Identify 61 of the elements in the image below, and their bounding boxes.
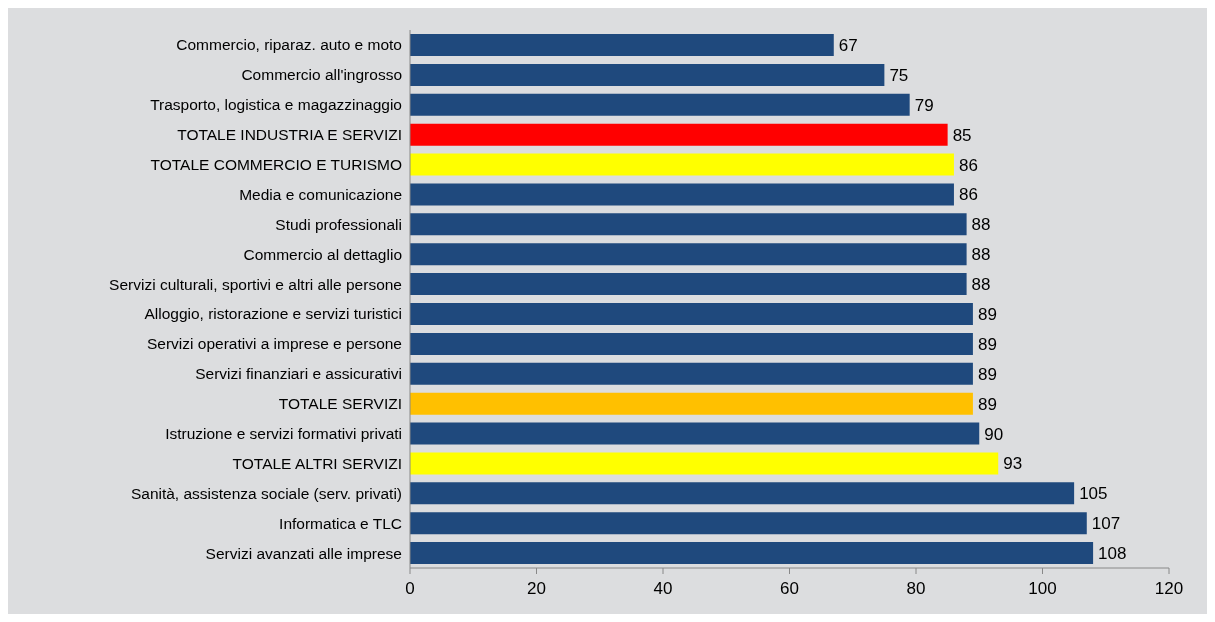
- data-label: 85: [952, 125, 972, 145]
- data-label: 67: [838, 36, 858, 56]
- bar: [410, 362, 973, 385]
- y-tick-label: Servizi operativi a imprese e persone: [146, 335, 402, 353]
- y-tick-label: Istruzione e servizi formativi privati: [165, 425, 402, 442]
- y-tick-label: Alloggio, ristorazione e servizi turistici: [144, 305, 402, 323]
- bar: [410, 303, 973, 325]
- data-label: 88: [971, 275, 991, 295]
- bar: [410, 213, 967, 236]
- bar: [410, 93, 910, 116]
- bar: [410, 542, 1094, 565]
- x-tick-label: 0: [405, 579, 415, 599]
- data-label: 89: [977, 364, 997, 384]
- bar: [410, 482, 1075, 505]
- data-label: 89: [977, 394, 997, 414]
- bar: [410, 273, 967, 296]
- y-tick-label: Commercio al dettaglio: [243, 245, 402, 263]
- y-tick-label: Commercio, riparaz. auto e moto: [176, 36, 402, 54]
- data-label: 90: [984, 424, 1004, 444]
- bar: [410, 452, 999, 475]
- y-tick-label: Sanità, assistenza sociale (serv. privati): [130, 484, 402, 502]
- y-tick-label: Servizi culturali, sportivi e altri alle persone: [109, 275, 402, 293]
- data-label: 89: [977, 305, 997, 325]
- x-tick-label: 60: [780, 579, 799, 599]
- y-tick-label: Servizi finanziari e assicurativi: [195, 365, 402, 383]
- data-label: 108: [1098, 544, 1127, 564]
- data-label: 105: [1079, 484, 1108, 504]
- y-tick-label: Servizi avanzati alle imprese: [205, 544, 402, 562]
- data-label: 79: [914, 95, 934, 115]
- bar: [410, 422, 980, 445]
- data-label: 89: [977, 334, 997, 354]
- y-tick-label: Studi professionali: [275, 215, 402, 233]
- data-label: 107: [1091, 514, 1121, 534]
- y-tick-label: TOTALE COMMERCIO E TURISMO: [150, 156, 402, 173]
- bar: [410, 183, 954, 206]
- x-tick-label: 20: [527, 579, 546, 599]
- x-tick-label: 80: [906, 579, 926, 599]
- data-label: 88: [971, 245, 991, 265]
- bar: [410, 34, 834, 56]
- y-tick-label: Trasporto, logistica e magazzinaggio: [150, 96, 402, 114]
- bar: [410, 332, 973, 355]
- y-tick-label: Media e comunicazione: [239, 185, 402, 203]
- data-label: 86: [958, 185, 978, 205]
- data-label: 86: [958, 155, 978, 175]
- bar: [410, 512, 1087, 535]
- bar: [410, 392, 973, 415]
- bar: [410, 123, 948, 146]
- data-label: 88: [971, 215, 991, 235]
- y-tick-label: TOTALE ALTRI SERVIZI: [232, 454, 402, 472]
- y-tick-label: TOTALE SERVIZI: [278, 395, 402, 413]
- bar: [410, 153, 954, 176]
- y-tick-label: TOTALE INDUSTRIA E SERVIZI: [177, 126, 402, 144]
- data-label: 75: [889, 65, 909, 85]
- x-tick-label: 120: [1154, 579, 1184, 599]
- bar: [410, 243, 967, 266]
- bar: [410, 63, 885, 86]
- data-label: 93: [1003, 454, 1023, 474]
- x-tick-label: 100: [1028, 579, 1057, 599]
- x-tick-label: 40: [653, 579, 673, 599]
- y-tick-label: Informatica e TLC: [279, 514, 402, 532]
- y-tick-label: Commercio all'ingrosso: [241, 66, 402, 84]
